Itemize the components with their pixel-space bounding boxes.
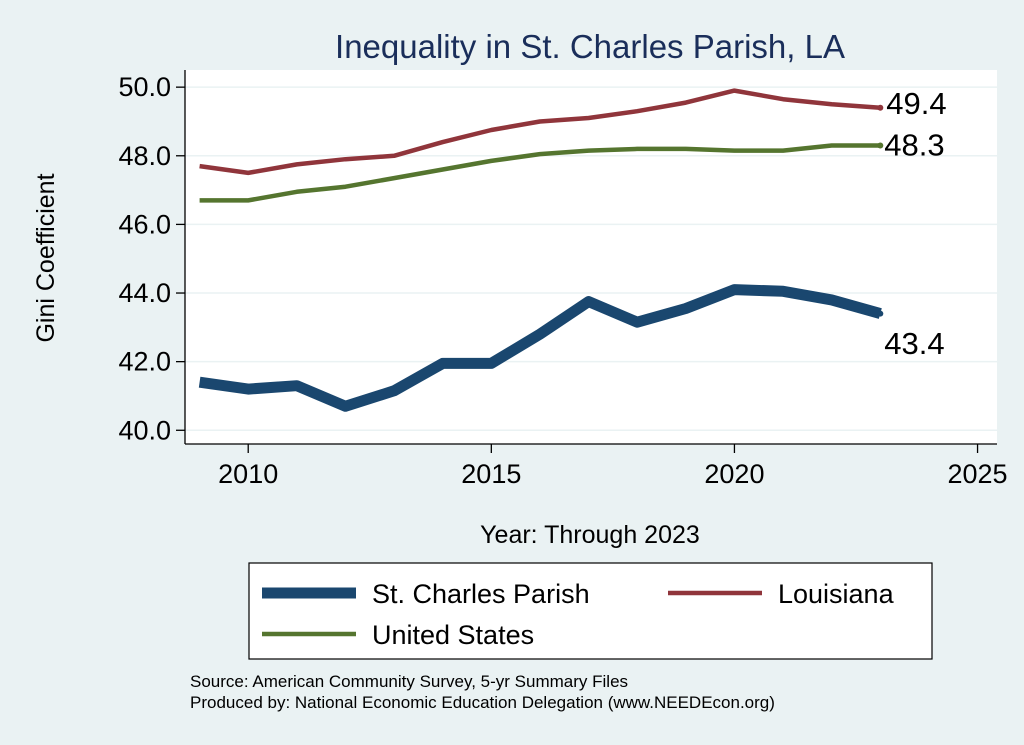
- legend-label-louisiana: Louisiana: [778, 579, 895, 609]
- y-tick-label: 46.0: [118, 209, 171, 239]
- legend-label-united-states: United States: [372, 620, 534, 650]
- end-labels: 43.4 49.4 48.3: [884, 86, 946, 361]
- y-tick-label: 50.0: [118, 72, 171, 102]
- y-tick-label: 42.0: [118, 347, 171, 377]
- plot-area: [185, 70, 997, 444]
- series-end-point: [877, 142, 884, 149]
- series-line-louisiana: [199, 88, 881, 176]
- y-tick-label: 44.0: [118, 278, 171, 308]
- legend: [248, 562, 933, 660]
- y-tick-label: 40.0: [118, 415, 171, 445]
- legend-label-st-charles-parish: St. Charles Parish: [372, 579, 590, 609]
- y-axis-title: Gini Coefficient: [32, 173, 60, 342]
- produced-by-note: Produced by: National Economic Education…: [190, 693, 775, 712]
- series-line-st-charles-parish: [198, 284, 882, 412]
- series-lines: [198, 88, 884, 412]
- end-label-st-charles-parish: 43.4: [884, 326, 944, 361]
- series-line-united-states: [199, 143, 881, 203]
- x-axis-title: Year: Through 2023: [480, 521, 700, 549]
- x-tick-label: 2025: [948, 459, 1008, 489]
- grid-lines: [185, 86, 997, 432]
- y-tick-label: 48.0: [118, 141, 171, 171]
- end-label-united-states: 48.3: [884, 128, 944, 163]
- series-end-point: [877, 310, 884, 317]
- legend-items: St. Charles Parish Louisiana United States: [262, 579, 895, 650]
- x-tick-label: 2010: [218, 459, 278, 489]
- end-label-louisiana: 49.4: [886, 86, 946, 121]
- series-end-point: [877, 104, 884, 111]
- x-tick-label: 2020: [704, 459, 764, 489]
- chart-title: Inequality in St. Charles Parish, LA: [335, 28, 845, 65]
- source-note: Source: American Community Survey, 5-yr …: [190, 672, 628, 691]
- axes: 40.0 42.0 44.0 46.0 48.0 50.0 2010 2015 2020 2025: [118, 70, 1008, 489]
- x-tick-label: 2015: [461, 459, 521, 489]
